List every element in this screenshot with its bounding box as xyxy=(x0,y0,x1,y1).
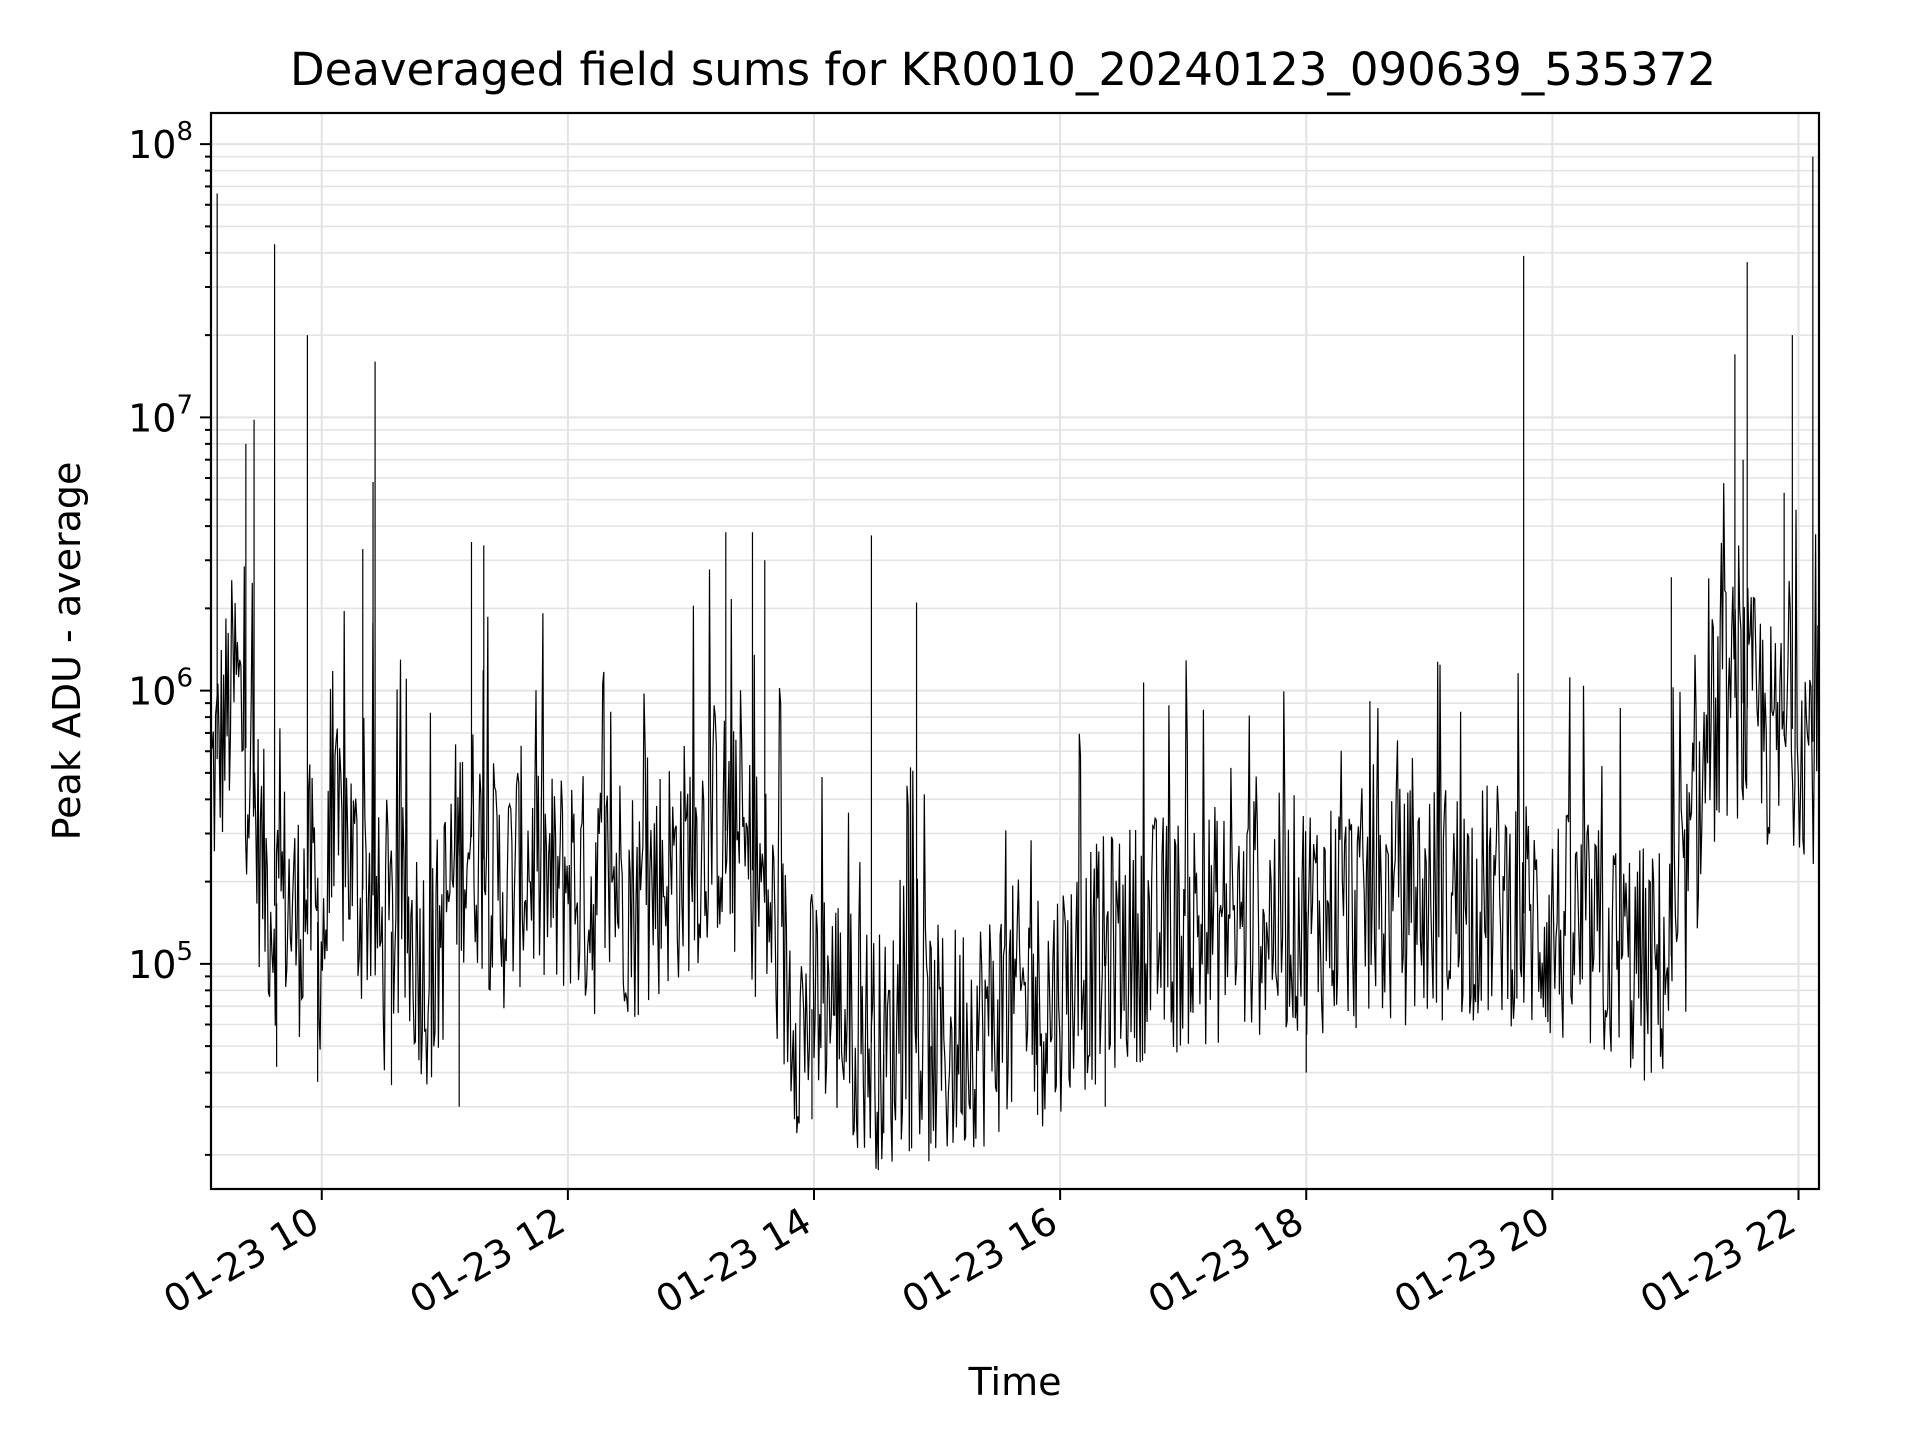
series-line xyxy=(210,483,1820,1171)
series-group xyxy=(210,156,1820,1171)
x-tick-label: 01-23 22 xyxy=(1633,1199,1803,1323)
x-tick-label: 01-23 10 xyxy=(156,1199,326,1323)
y-tick-label: 107 xyxy=(128,390,193,440)
x-tick-label: 01-23 16 xyxy=(895,1199,1065,1323)
x-tick-label: 01-23 18 xyxy=(1141,1199,1311,1323)
y-axis: 105 106 107 108 xyxy=(128,117,211,1156)
grid xyxy=(211,113,1819,1189)
y-tick-label: 108 xyxy=(128,117,193,167)
x-tick-label: 01-23 20 xyxy=(1387,1199,1557,1323)
chart-title: Deaveraged field sums for KR0010_2024012… xyxy=(290,43,1716,96)
x-tick-label: 01-23 12 xyxy=(402,1199,572,1323)
y-axis-label: Peak ADU - average xyxy=(45,462,89,841)
y-tick-label: 106 xyxy=(128,664,193,714)
x-axis: 01-23 10 01-23 12 01-23 14 01-23 16 01-23 18… xyxy=(156,1189,1803,1322)
plot-frame xyxy=(209,111,1821,1191)
x-axis-label: Time xyxy=(968,1360,1062,1404)
y-tick-label: 105 xyxy=(128,937,193,987)
x-tick-label: 01-23 14 xyxy=(649,1199,819,1323)
